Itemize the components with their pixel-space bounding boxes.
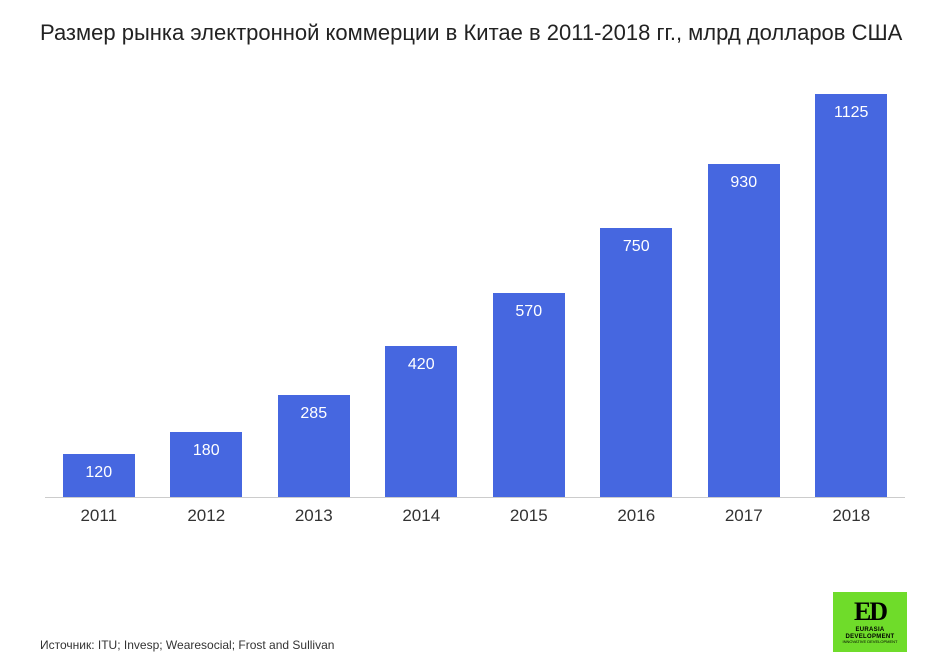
bar-wrap: 930 bbox=[690, 164, 798, 497]
bar: 570 bbox=[493, 293, 565, 497]
logo-line3: INNOVATIVE DEVELOPMENT bbox=[843, 640, 898, 644]
bar-wrap: 285 bbox=[260, 395, 368, 497]
bar: 420 bbox=[385, 346, 457, 497]
x-label: 2013 bbox=[260, 500, 368, 526]
source-text: Источник: ITU; Invesp; Wearesocial; Fros… bbox=[40, 638, 334, 652]
bar: 750 bbox=[600, 228, 672, 497]
x-label: 2015 bbox=[475, 500, 583, 526]
bar-value-label: 420 bbox=[408, 356, 435, 374]
brand-logo: ED EURASIA DEVELOPMENT INNOVATIVE DEVELO… bbox=[833, 592, 907, 652]
x-label: 2012 bbox=[153, 500, 261, 526]
bar-value-label: 180 bbox=[193, 442, 220, 460]
logo-text: EURASIA DEVELOPMENT INNOVATIVE DEVELOPME… bbox=[843, 627, 898, 645]
chart-area: 1201802854205707509301125 20112012201320… bbox=[45, 68, 905, 528]
footer: Источник: ITU; Invesp; Wearesocial; Fros… bbox=[40, 592, 907, 652]
bar-value-label: 285 bbox=[300, 405, 327, 423]
bar-value-label: 120 bbox=[85, 464, 112, 482]
bar-wrap: 420 bbox=[368, 346, 476, 497]
bar-value-label: 570 bbox=[515, 303, 542, 321]
bar: 930 bbox=[708, 164, 780, 497]
x-axis-labels: 20112012201320142015201620172018 bbox=[45, 500, 905, 528]
bar-wrap: 750 bbox=[583, 228, 691, 497]
bars-container: 120 180 285 420 570 750 930 1125 bbox=[45, 68, 905, 498]
logo-line1: EURASIA bbox=[843, 627, 898, 634]
bar-wrap: 180 bbox=[153, 432, 261, 497]
bar-wrap: 1125 bbox=[798, 94, 906, 497]
bar: 1125 bbox=[815, 94, 887, 497]
bar-wrap: 120 bbox=[45, 454, 153, 497]
x-label: 2016 bbox=[583, 500, 691, 526]
logo-mark: ED bbox=[854, 599, 886, 625]
x-label: 2014 bbox=[368, 500, 476, 526]
bar-value-label: 1125 bbox=[834, 104, 868, 122]
bar: 285 bbox=[278, 395, 350, 497]
chart-title: Размер рынка электронной коммерции в Кит… bbox=[40, 18, 907, 48]
bar-value-label: 750 bbox=[623, 238, 650, 256]
bar: 180 bbox=[170, 432, 242, 497]
bar: 120 bbox=[63, 454, 135, 497]
bar-wrap: 570 bbox=[475, 293, 583, 497]
x-label: 2011 bbox=[45, 500, 153, 526]
x-label: 2018 bbox=[798, 500, 906, 526]
x-label: 2017 bbox=[690, 500, 798, 526]
bar-value-label: 930 bbox=[730, 174, 757, 192]
